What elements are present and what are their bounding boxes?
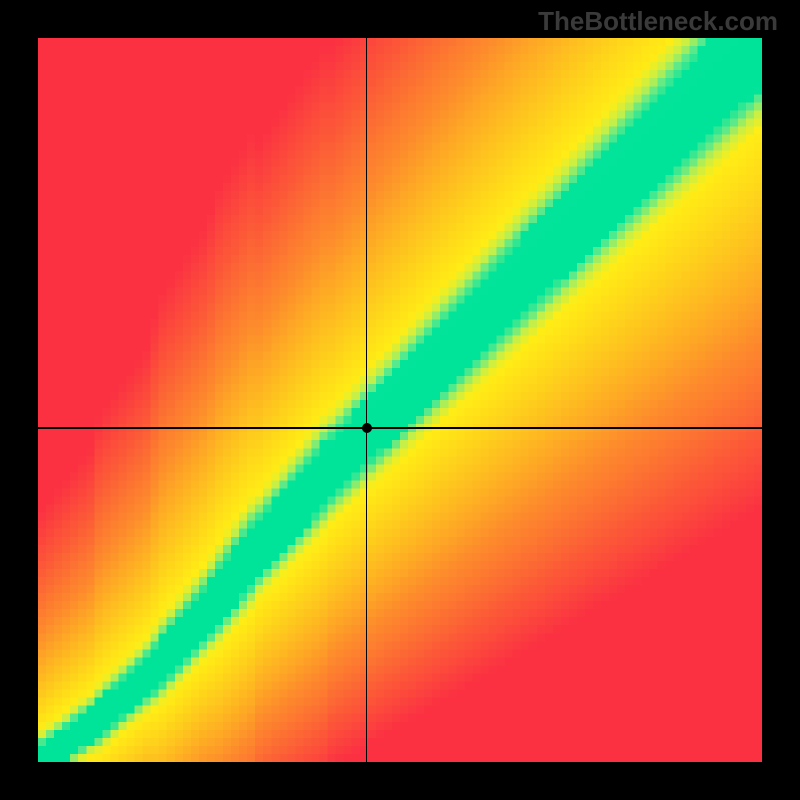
heatmap-plot: [38, 38, 762, 762]
crosshair-horizontal: [38, 427, 762, 429]
crosshair-vertical: [366, 38, 368, 762]
crosshair-dot: [362, 423, 372, 433]
watermark-text: TheBottleneck.com: [538, 6, 778, 37]
heatmap-canvas: [38, 38, 762, 762]
